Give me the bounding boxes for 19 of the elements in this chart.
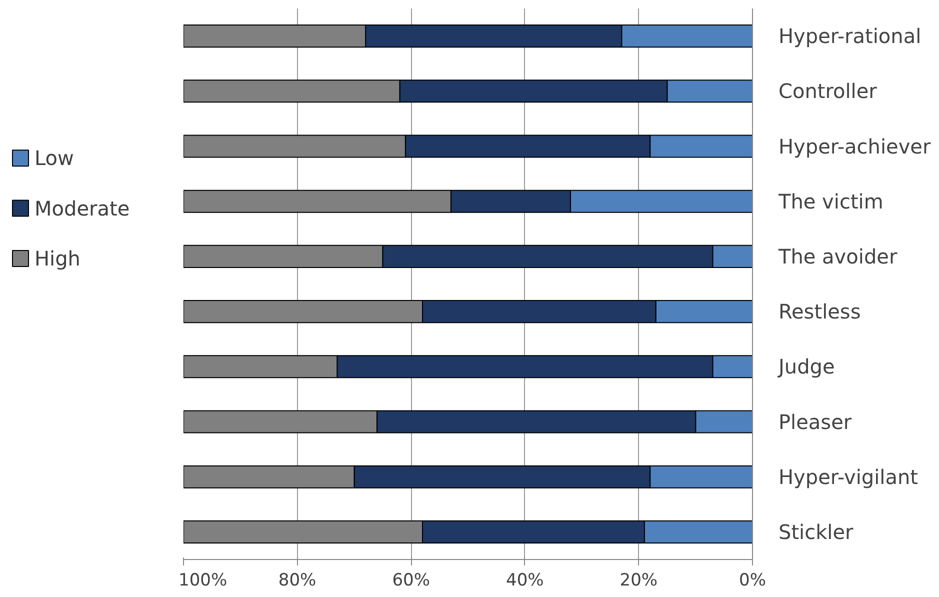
y-tick-label: Controller: [778, 79, 878, 104]
y-tick-label: The avoider: [778, 244, 898, 268]
x-tick-label: 40%: [506, 570, 544, 590]
y-tick-label: Stickler: [778, 520, 854, 544]
y-tick-label: Judge: [776, 354, 835, 379]
legend-label: Moderate: [34, 196, 130, 220]
x-tick-label: 100%: [178, 570, 228, 590]
y-tick-label: Restless: [778, 300, 861, 324]
x-tick-label: 60%: [392, 570, 430, 590]
legend-label: Low: [34, 146, 74, 170]
legend-label: High: [34, 246, 80, 270]
y-tick-label: Hyper-achiever: [778, 134, 932, 158]
y-tick-label: Hyper-rational: [778, 24, 922, 48]
y-tick-label: Pleaser: [778, 410, 852, 434]
x-tick-label: 20%: [620, 570, 658, 590]
y-tick-label: Hyper-vigilant: [778, 464, 918, 489]
x-tick-label: 0%: [739, 570, 766, 590]
x-tick-label: 80%: [278, 570, 316, 590]
y-tick-label: The victim: [778, 189, 884, 214]
